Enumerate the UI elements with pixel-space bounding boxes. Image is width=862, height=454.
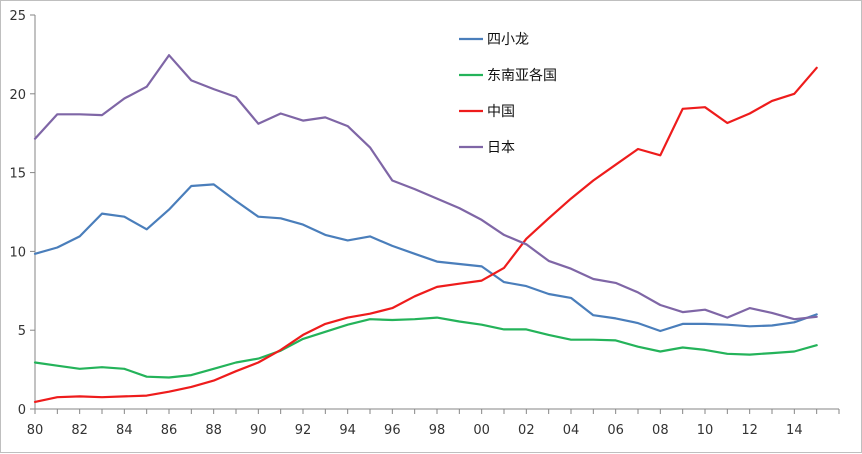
y-tick-label: 0 bbox=[18, 403, 26, 418]
x-tick-label: 00 bbox=[473, 423, 490, 438]
x-tick-label: 12 bbox=[741, 423, 758, 438]
y-tick-label: 15 bbox=[9, 167, 26, 182]
y-tick-label: 10 bbox=[9, 245, 26, 260]
x-tick-label: 90 bbox=[250, 423, 267, 438]
x-tick-label: 96 bbox=[384, 423, 401, 438]
x-tick-label: 80 bbox=[27, 423, 44, 438]
x-tick-label: 02 bbox=[518, 423, 535, 438]
x-tick-label: 10 bbox=[697, 423, 714, 438]
series-line-2 bbox=[33, 316, 818, 379]
x-tick-label: 82 bbox=[71, 423, 88, 438]
y-tick-label: 25 bbox=[9, 9, 26, 24]
legend-label: 四小龙 bbox=[487, 32, 529, 48]
y-tick-label: 5 bbox=[18, 324, 26, 339]
x-tick-label: 14 bbox=[786, 423, 803, 438]
y-tick-label: 20 bbox=[9, 88, 26, 103]
x-tick-label: 86 bbox=[161, 423, 178, 438]
x-tick-label: 94 bbox=[339, 423, 356, 438]
x-tick-label: 92 bbox=[295, 423, 312, 438]
legend-label: 东南亚各国 bbox=[487, 68, 557, 84]
legend-label: 中国 bbox=[487, 104, 515, 120]
x-tick-label: 08 bbox=[652, 423, 669, 438]
x-tick-label: 98 bbox=[429, 423, 446, 438]
x-tick-label: 06 bbox=[607, 423, 624, 438]
x-tick-label: 84 bbox=[116, 423, 133, 438]
x-tick-label: 04 bbox=[563, 423, 580, 438]
series-line-1 bbox=[33, 183, 818, 333]
legend-label: 日本 bbox=[487, 140, 515, 156]
series-line-4 bbox=[33, 54, 818, 321]
series-line-3 bbox=[33, 66, 818, 403]
x-tick-label: 88 bbox=[205, 423, 222, 438]
